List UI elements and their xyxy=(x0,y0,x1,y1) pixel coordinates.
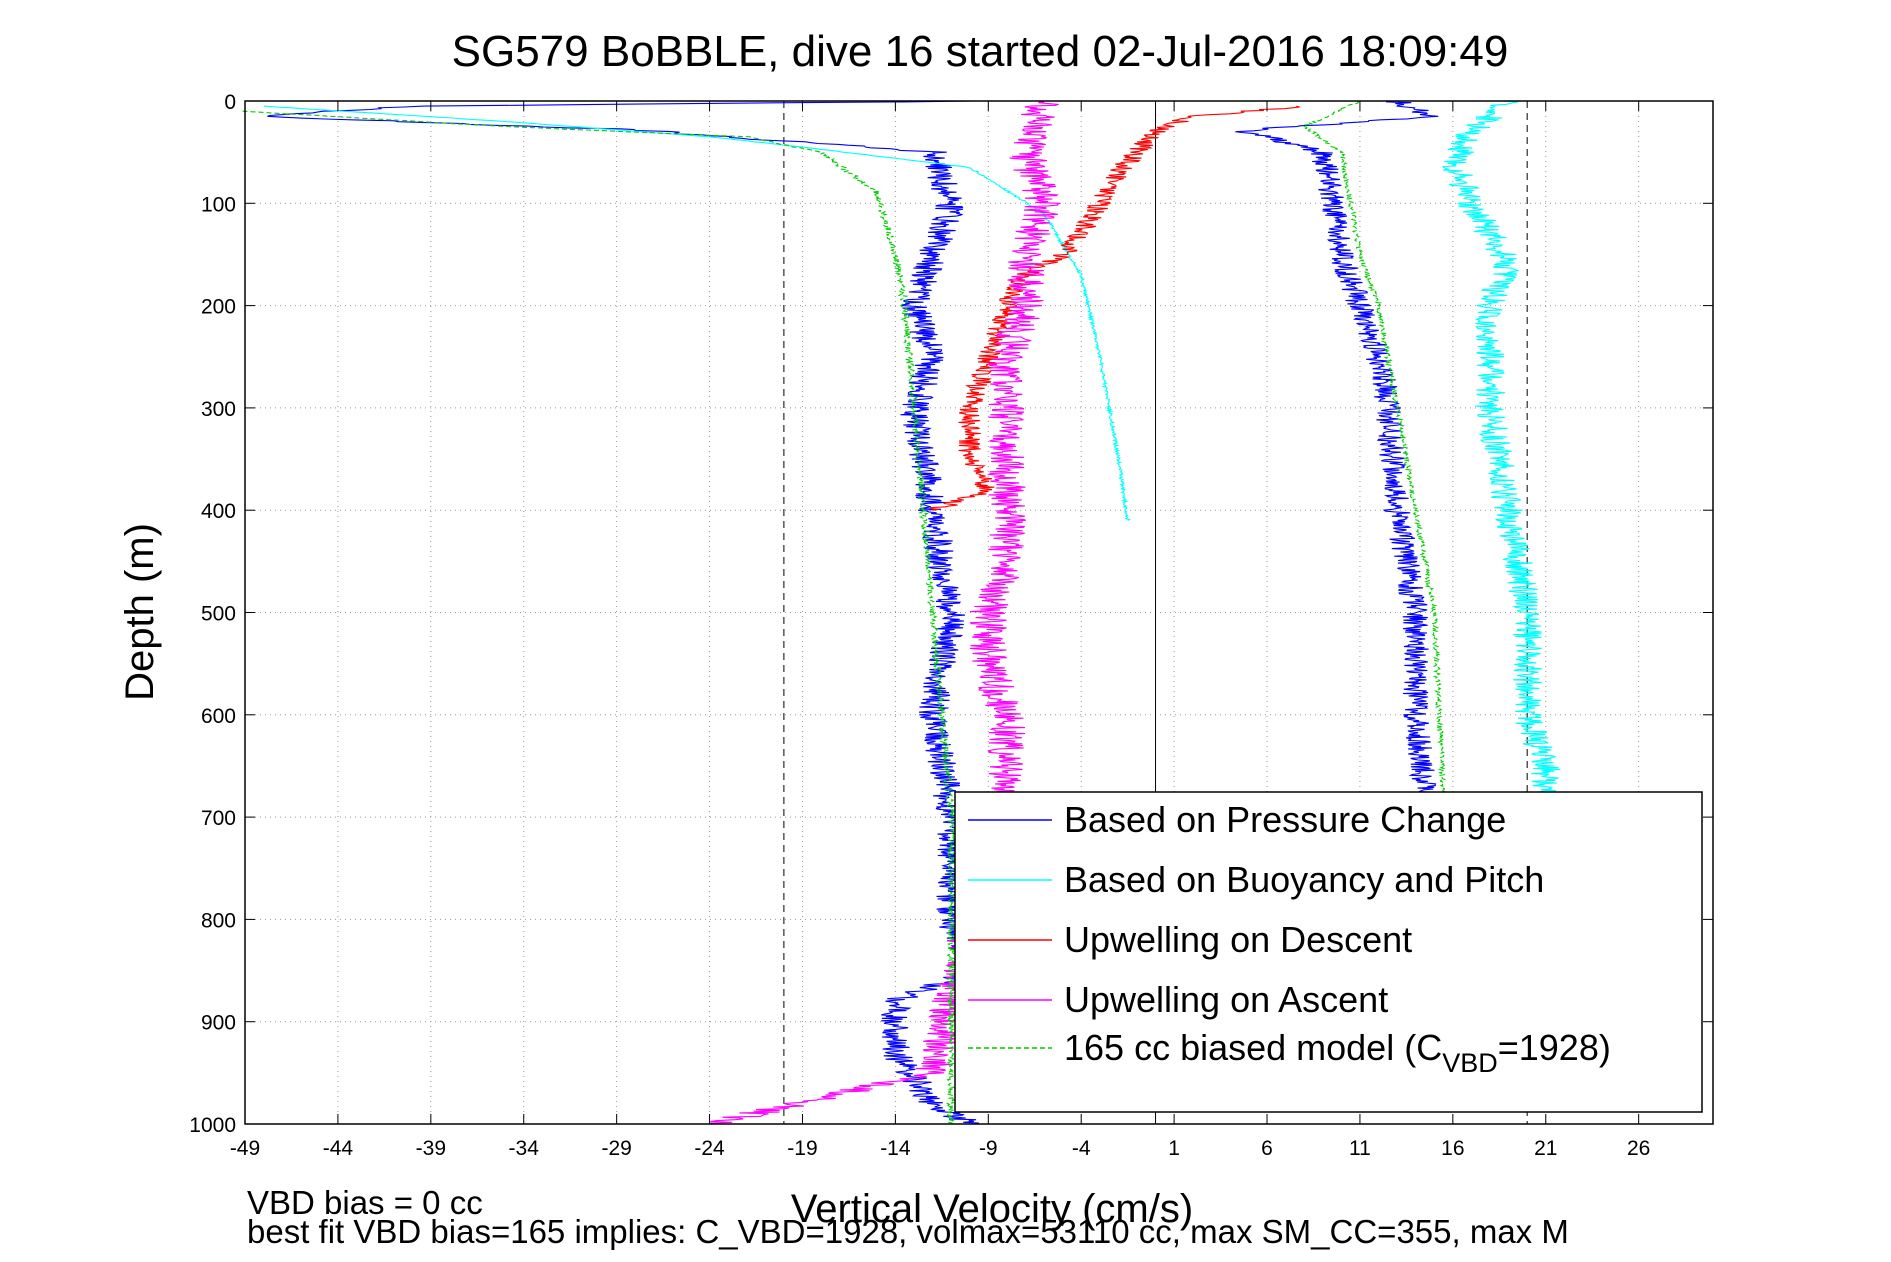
series-line-model_desc xyxy=(242,110,957,1125)
y-tick-label: 900 xyxy=(201,1012,236,1035)
x-tick-label: -19 xyxy=(787,1137,817,1160)
x-tick-label: -9 xyxy=(979,1137,998,1160)
x-tick-label: 1 xyxy=(1168,1137,1180,1160)
legend: Based on Pressure Change Based on Buoyanc… xyxy=(954,791,1703,1113)
legend-pressure-label: Based on Pressure Change xyxy=(1064,799,1506,840)
series-line-buoyancy_desc xyxy=(263,105,1132,521)
y-tick-label: 500 xyxy=(201,603,236,626)
x-tick-label: -4 xyxy=(1072,1137,1091,1160)
series-line-model_asc xyxy=(1303,100,1448,798)
y-tick-label: 700 xyxy=(201,807,236,830)
y-tick-label: 400 xyxy=(201,500,236,523)
x-tick-label: -29 xyxy=(601,1137,631,1160)
y-tick-label: 0 xyxy=(224,91,236,114)
y-tick-label: 300 xyxy=(201,398,236,421)
y-tick-label: 100 xyxy=(201,193,236,216)
x-tick-label: -34 xyxy=(509,1137,540,1160)
x-tick-label: 26 xyxy=(1627,1137,1650,1160)
series-line-buoyancy_asc xyxy=(1442,100,1561,798)
x-tick-label: -24 xyxy=(694,1137,725,1160)
legend-upwelling-descent-label: Upwelling on Descent xyxy=(1064,919,1412,960)
y-tick-label: 1000 xyxy=(189,1114,236,1137)
y-axis-label: Depth (m) xyxy=(118,523,162,701)
x-tick-label: 16 xyxy=(1441,1137,1464,1160)
legend-model-label: 165 cc biased model (CVBD=1928) xyxy=(1064,1027,1611,1078)
footnote-best-fit: best fit VBD bias=165 implies: C_VBD=192… xyxy=(247,1213,1569,1250)
x-tick-label: 11 xyxy=(1349,1137,1371,1160)
y-axis-ticks: 0 100 200 300 400 500 600 700 800 900 1000 xyxy=(189,91,1713,1137)
x-tick-label: 21 xyxy=(1534,1137,1557,1160)
y-tick-label: 200 xyxy=(201,296,236,319)
series-line-up_desc xyxy=(929,105,1300,511)
footnote-vbd-bias: VBD bias = 0 cc xyxy=(247,1184,483,1221)
chart-title: SG579 BoBBLE, dive 16 started 02-Jul-201… xyxy=(452,27,1509,76)
x-tick-label: -39 xyxy=(416,1137,446,1160)
x-tick-label: -49 xyxy=(230,1137,260,1160)
x-axis-ticks: -49 -44 -39 -34 -29 -24 -19 -14 -9 -4 1 6 11 16 21 26 xyxy=(230,101,1650,1160)
legend-buoyancy-label: Based on Buoyancy and Pitch xyxy=(1064,859,1544,900)
series-line-pressure_asc xyxy=(1235,100,1439,798)
y-tick-label: 600 xyxy=(201,705,236,728)
series-layer xyxy=(242,100,1561,1125)
x-tick-label: -44 xyxy=(323,1137,354,1160)
legend-box xyxy=(954,791,1703,1113)
x-axis-label: Vertical Velocity (cm/s) xyxy=(791,1187,1193,1231)
x-tick-label: 6 xyxy=(1261,1137,1273,1160)
legend-upwelling-ascent-label: Upwelling on Ascent xyxy=(1064,979,1388,1020)
x-tick-label: -14 xyxy=(880,1137,911,1160)
y-tick-label: 800 xyxy=(201,909,236,932)
